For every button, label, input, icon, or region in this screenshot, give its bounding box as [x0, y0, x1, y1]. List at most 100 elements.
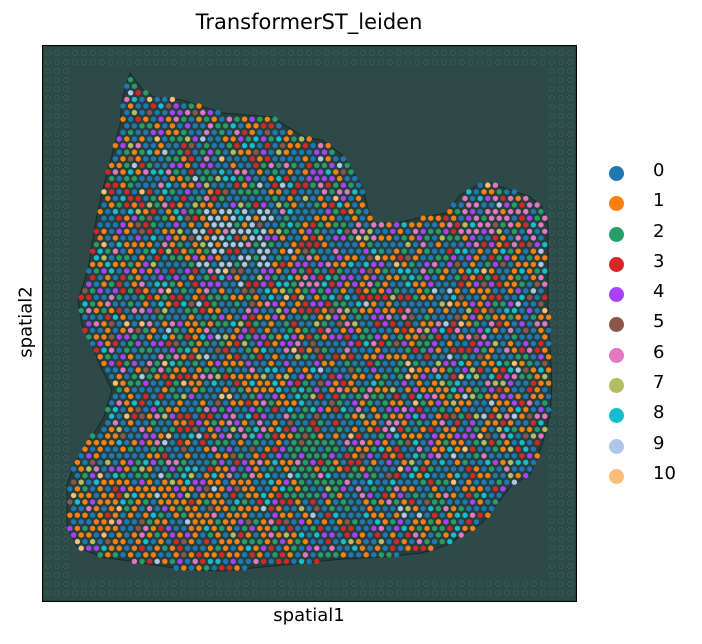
- spot-cluster-0: [192, 439, 198, 446]
- spot-cluster-1: [211, 433, 217, 439]
- spot-cluster-3: [412, 545, 419, 551]
- fiducial-spot: [53, 481, 60, 488]
- fiducial-spot: [548, 572, 555, 579]
- spot-cluster-0: [184, 294, 191, 301]
- spot-cluster-0: [390, 505, 396, 512]
- spot-cluster-1: [276, 439, 282, 446]
- spot-cluster-4: [469, 499, 476, 505]
- spot-cluster-1: [222, 545, 229, 551]
- spot-cluster-3: [177, 413, 183, 419]
- spot-cluster-1: [120, 156, 126, 162]
- spot-cluster-0: [165, 446, 172, 452]
- spot-cluster-0: [306, 321, 312, 327]
- spot-cluster-2: [260, 162, 267, 169]
- spot-cluster-1: [412, 373, 419, 380]
- spot-cluster-1: [222, 215, 229, 221]
- spot-cluster-0: [181, 261, 187, 268]
- spot-cluster-5: [405, 439, 411, 446]
- spot-cluster-8: [298, 532, 305, 538]
- spot-cluster-4: [188, 393, 195, 400]
- spot-cluster-1: [127, 393, 134, 400]
- spot-cluster-3: [165, 340, 172, 347]
- spot-cluster-1: [120, 327, 126, 334]
- fiducial-spot: [45, 193, 51, 200]
- spot-cluster-1: [348, 380, 354, 386]
- spot-cluster-1: [131, 202, 138, 208]
- spot-cluster-5: [283, 519, 290, 525]
- spot-cluster-1: [363, 288, 369, 294]
- spot-cluster-2: [287, 486, 293, 492]
- fiducial-spot: [539, 581, 546, 588]
- spot-cluster-1: [515, 195, 521, 202]
- spot-cluster-10: [162, 360, 168, 367]
- spot-cluster-0: [257, 486, 263, 492]
- spot-cluster-1: [431, 486, 438, 492]
- spot-cluster-1: [428, 400, 434, 406]
- spot-cluster-3: [260, 123, 267, 129]
- fiducial-spot: [567, 463, 574, 470]
- spot-cluster-0: [488, 492, 495, 499]
- spot-cluster-8: [287, 406, 293, 413]
- spot-cluster-2: [97, 552, 103, 558]
- spot-cluster-3: [203, 433, 210, 439]
- spot-cluster-0: [409, 420, 415, 426]
- spot-cluster-3: [473, 307, 480, 314]
- spot-cluster-10: [374, 255, 381, 261]
- spot-cluster-1: [481, 294, 487, 301]
- fiducial-spot: [53, 391, 60, 398]
- spot-cluster-9: [260, 505, 267, 512]
- fiducial-spot: [62, 355, 69, 362]
- spot-cluster-0: [120, 406, 126, 413]
- fiducial-spot: [467, 58, 474, 65]
- spot-cluster-0: [447, 406, 453, 413]
- spot-cluster-1: [359, 281, 366, 287]
- spot-cluster-8: [276, 426, 282, 433]
- spot-cluster-1: [352, 255, 358, 261]
- spot-cluster-5: [139, 413, 145, 419]
- spot-cluster-1: [485, 512, 491, 518]
- spot-cluster-1: [454, 446, 461, 452]
- spot-cluster-3: [158, 393, 164, 400]
- fiducial-spot: [558, 95, 565, 102]
- spot-cluster-5: [314, 347, 320, 353]
- spot-cluster-4: [526, 215, 533, 221]
- spot-cluster-0: [162, 268, 168, 274]
- spot-cluster-0: [215, 162, 221, 169]
- fiducial-spot: [341, 50, 348, 56]
- fiducial-spot: [377, 58, 384, 65]
- fiducial-spot: [135, 581, 142, 588]
- spot-cluster-1: [435, 241, 442, 248]
- spot-cluster-0: [321, 268, 328, 274]
- spot-cluster-1: [333, 261, 339, 268]
- spot-cluster-1: [378, 288, 385, 294]
- spot-cluster-5: [492, 222, 499, 228]
- spot-cluster-0: [352, 479, 358, 485]
- spot-cluster-9: [245, 228, 252, 235]
- spot-cluster-2: [120, 472, 126, 479]
- fiducial-spot: [45, 283, 51, 290]
- spot-cluster-0: [196, 274, 202, 281]
- fiducial-spot: [215, 50, 222, 56]
- spot-cluster-2: [177, 241, 183, 248]
- spot-cluster-3: [302, 301, 309, 307]
- spot-cluster-6: [344, 189, 350, 195]
- fiducial-spot: [62, 238, 69, 245]
- spot-cluster-0: [469, 327, 476, 334]
- fiducial-spot: [413, 581, 420, 588]
- spot-cluster-8: [363, 512, 369, 518]
- spot-cluster-2: [314, 202, 320, 208]
- spot-cluster-3: [245, 281, 252, 287]
- spot-cluster-0: [222, 532, 229, 538]
- fiducial-spot: [548, 202, 555, 209]
- spot-cluster-0: [504, 294, 510, 301]
- spot-cluster-4: [295, 261, 301, 268]
- spot-cluster-3: [173, 248, 179, 254]
- spot-cluster-1: [192, 347, 198, 353]
- spot-cluster-0: [317, 538, 324, 545]
- fiducial-spot: [233, 590, 240, 597]
- spot-cluster-9: [196, 433, 202, 439]
- spot-cluster-0: [428, 360, 434, 367]
- spot-cluster-1: [314, 215, 320, 221]
- spot-cluster-5: [139, 519, 145, 525]
- spot-cluster-8: [344, 294, 350, 301]
